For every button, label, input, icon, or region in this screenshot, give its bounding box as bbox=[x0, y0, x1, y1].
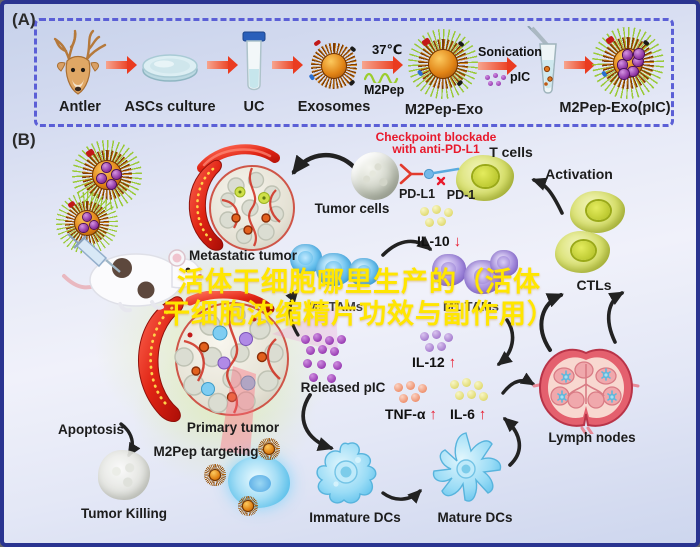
pic-dots bbox=[485, 73, 507, 87]
m2pep-exo-icon bbox=[407, 28, 479, 100]
il12-dots bbox=[420, 330, 454, 356]
tumor-cells-label: Tumor cells bbox=[314, 201, 390, 216]
pic-label: pIC bbox=[510, 70, 531, 84]
m2pep-label: M2Pep bbox=[364, 83, 405, 97]
watermark-line-1: 活体干细胞哪里生产的（活体 bbox=[177, 267, 541, 297]
watermark: 活体干细胞哪里生产的（活体 干细胞浓缩精片功效与副作用） bbox=[114, 267, 604, 331]
arrow-to-lymphnode bbox=[501, 372, 536, 395]
lymph-node-icon bbox=[532, 348, 640, 434]
antibody-icon bbox=[399, 163, 460, 186]
apoptosis-label: Apoptosis bbox=[58, 422, 124, 437]
primary-tumor-label: Primary tumor bbox=[186, 420, 280, 435]
sonication-label: Sonication bbox=[478, 45, 542, 59]
tnf-dots bbox=[394, 381, 428, 405]
metastatic-tumor-label: Metastatic tumor bbox=[188, 248, 298, 263]
arrow-tumorcells-to-metastatic bbox=[291, 152, 357, 175]
flow-arrow-4 bbox=[362, 56, 403, 74]
flow-arrow-5 bbox=[478, 57, 517, 75]
immature-dcs-label: Immature DCs bbox=[309, 510, 401, 525]
released-pic-dots bbox=[301, 333, 349, 383]
step-label-m2pep-exo: M2Pep-Exo bbox=[404, 102, 484, 118]
m1-tam-icon-3 bbox=[490, 250, 518, 277]
panel-a-dashed-box bbox=[34, 18, 674, 127]
t-cells-label: T cells bbox=[489, 144, 533, 160]
immature-dc-icon bbox=[316, 442, 377, 504]
step-label-ascs-culture: ASCs culture bbox=[124, 99, 216, 115]
arrow-activation bbox=[531, 177, 564, 215]
injected-exosome-icon-1 bbox=[71, 139, 143, 211]
syringe-icon bbox=[67, 233, 121, 273]
il10-label: IL-10 ↓ bbox=[417, 233, 462, 250]
arrow-immature-to-mature-dc bbox=[381, 489, 422, 504]
deer-icon bbox=[53, 29, 107, 95]
targeted-m2-tam-icon bbox=[228, 456, 290, 508]
up-arrow-icon-2: ↑ bbox=[429, 406, 437, 423]
up-arrow-icon-1: ↑ bbox=[448, 354, 457, 371]
m2-tam-icon-3 bbox=[349, 258, 379, 286]
m2pep-targeting-label: M2Pep targeting bbox=[153, 444, 259, 459]
released-pic-label: Released pIC bbox=[300, 380, 386, 395]
step-label-exosomes: Exosomes bbox=[297, 99, 371, 115]
down-arrow-icon: ↓ bbox=[453, 233, 462, 250]
m2pep-exo-pic-icon bbox=[591, 26, 665, 100]
lymph-nodes-label: Lymph nodes bbox=[548, 430, 636, 445]
step-label-uc: UC bbox=[243, 99, 265, 115]
panel-a-tag: (A) bbox=[12, 10, 36, 29]
dead-tumor-cell-icon bbox=[98, 450, 150, 500]
up-arrow-icon-3: ↑ bbox=[478, 406, 487, 423]
targeting-exosome-icon-2 bbox=[202, 462, 228, 488]
ctls-label: CTLs bbox=[576, 277, 612, 293]
mature-dcs-label: Mature DCs bbox=[437, 510, 513, 525]
arrow-lymph-to-ctls-2 bbox=[606, 291, 625, 344]
tumor-killing-label: Tumor Killing bbox=[81, 506, 167, 521]
step-label-m2pep-exo-pic: M2Pep-Exo(pIC) bbox=[559, 100, 671, 116]
ctl-cell-icon-2 bbox=[555, 231, 610, 273]
petri-dish-icon bbox=[142, 54, 198, 82]
il12-label: IL-12 ↑ bbox=[412, 354, 457, 371]
temperature-label: 37℃ bbox=[372, 42, 403, 57]
tnf-label: TNF-α ↑ bbox=[385, 406, 437, 423]
checkpoint-blockade-label-1: Checkpoint blockade bbox=[375, 130, 497, 144]
step-label-antler: Antler bbox=[59, 99, 101, 115]
sonication-tube-icon bbox=[527, 26, 557, 94]
il6-dots bbox=[450, 378, 488, 404]
flow-arrow-3 bbox=[272, 56, 303, 74]
il6-label: IL-6 ↑ bbox=[450, 406, 487, 423]
mature-dc-icon bbox=[432, 432, 502, 502]
ctl-cell-icon-1 bbox=[570, 191, 625, 233]
flow-arrow-1 bbox=[106, 56, 137, 74]
checkpoint-blockade-label-2: with anti-PD-L1 bbox=[392, 142, 480, 156]
il10-dots bbox=[420, 205, 460, 233]
panel-b-tag: (B) bbox=[12, 130, 36, 149]
m1-tams-label: M1 TAMs bbox=[442, 299, 500, 314]
m2pep-squiggle-icon bbox=[364, 72, 399, 83]
pd-1-label: PD-1 bbox=[446, 188, 476, 202]
t-cell-icon bbox=[456, 155, 514, 201]
flow-arrow-2 bbox=[207, 56, 238, 74]
watermark-line-2: 干细胞浓缩精片功效与副作用） bbox=[163, 298, 555, 329]
centrifuge-tube-icon bbox=[242, 31, 266, 91]
exosome-icon bbox=[306, 38, 362, 94]
flow-arrow-6 bbox=[564, 56, 595, 74]
m1-tam-icon-1 bbox=[432, 254, 466, 286]
activation-label: Activation bbox=[545, 166, 613, 182]
pd-l1-label: PD-L1 bbox=[398, 187, 436, 201]
targeting-exosome-icon-3 bbox=[236, 494, 260, 518]
tumor-cell-icon bbox=[351, 152, 399, 200]
